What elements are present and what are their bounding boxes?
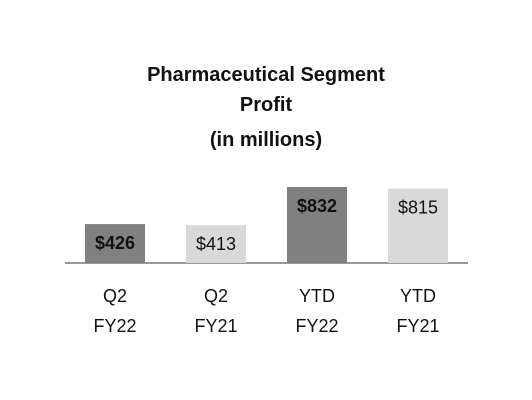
value-label: $815 <box>398 197 438 217</box>
value-label: $832 <box>297 196 337 216</box>
x-tick-label: YTD FY21 <box>396 286 440 336</box>
x-tick-label: YTD FY22 <box>295 286 339 336</box>
bar <box>287 187 347 263</box>
bar <box>85 224 145 263</box>
x-tick-label: Q2 FY22 <box>93 286 137 336</box>
x-tick-label: Q2 FY21 <box>194 286 238 336</box>
value-label: $426 <box>95 233 135 253</box>
bar <box>186 225 246 263</box>
value-label: $413 <box>196 234 236 254</box>
chart-subtitle: (in millions) <box>209 129 323 151</box>
bar <box>388 188 448 263</box>
chart-title: Pharmaceutical Segment Profit <box>147 64 385 116</box>
